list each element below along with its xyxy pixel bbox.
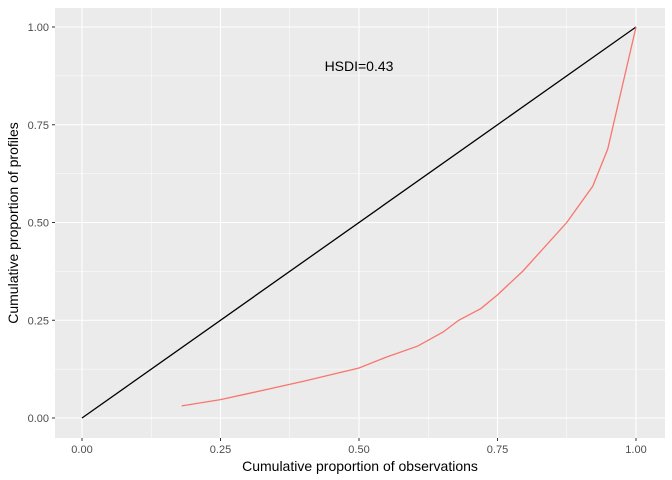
y-tick-label: 0.50 xyxy=(28,218,49,230)
x-axis-label: Cumulative proportion of observations xyxy=(242,458,478,474)
x-tick-label: 0.00 xyxy=(71,444,92,456)
series-line-0 xyxy=(81,26,637,419)
x-tick-label: 0.75 xyxy=(487,444,508,456)
series-line-1 xyxy=(181,26,637,407)
y-tick-label: 0.25 xyxy=(28,315,49,327)
x-tick-label: 0.25 xyxy=(210,444,231,456)
annotation: HSDI=0.43 xyxy=(325,58,394,74)
x-tick-label: 1.00 xyxy=(625,444,646,456)
y-tick-label: 1.00 xyxy=(28,22,49,34)
y-axis-label: Cumulative proportion of profiles xyxy=(5,122,21,324)
y-tick-label: 0.00 xyxy=(28,413,49,425)
y-tick-label: 0.75 xyxy=(28,120,49,132)
x-tick-label: 0.50 xyxy=(348,444,369,456)
